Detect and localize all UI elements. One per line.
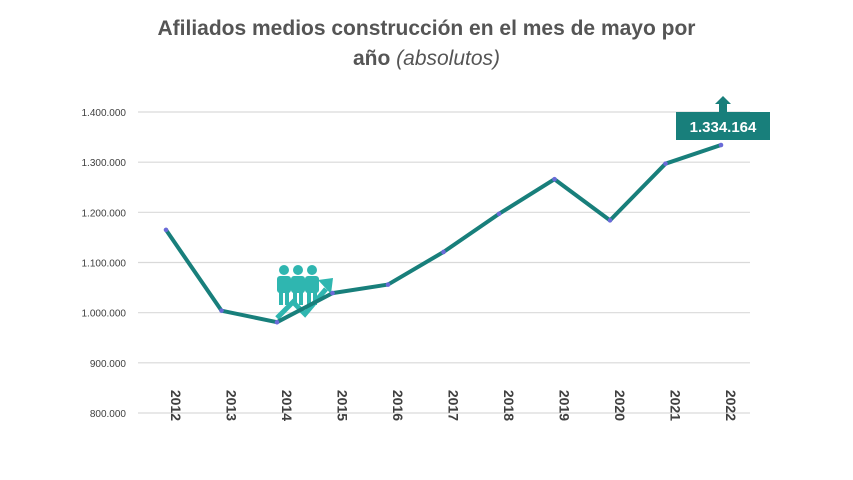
data-point-2016	[385, 282, 391, 287]
data-point-2012	[163, 227, 169, 233]
chart-title-year: año	[352, 47, 391, 70]
chart-title-line-1: Afiliados medios construcción en el mes …	[157, 17, 696, 40]
y-axis-tick-labels: 800.000 900.000 1.000.000 1.100.000 1.200.00…	[82, 108, 127, 420]
x-tick-label: 2020	[612, 390, 628, 421]
y-tick-label: 800.000	[90, 409, 127, 420]
x-tick-label: 2019	[557, 390, 573, 421]
series-line-path	[164, 143, 723, 325]
series-markers	[163, 142, 724, 325]
x-tick-label: 2016	[390, 390, 406, 421]
people-group-icon	[277, 265, 319, 305]
series-line	[164, 143, 723, 325]
data-point-2018	[496, 211, 502, 217]
callout-value-label: 1.334.164	[690, 119, 757, 136]
data-point-2021	[663, 161, 668, 166]
y-tick-label: 1.100.000	[82, 259, 127, 270]
y-tick-label: 900.000	[90, 359, 127, 370]
x-tick-label: 2021	[668, 390, 684, 421]
data-point-2020	[607, 218, 613, 223]
y-tick-label: 1.000.000	[82, 309, 127, 320]
x-tick-label: 2018	[501, 390, 517, 421]
y-tick-label: 1.400.000	[82, 108, 127, 119]
x-axis-tick-labels: 2012 2013 2014 2015 2016 2017 2018 2019 2020 2021…	[168, 390, 739, 421]
people-growth-illustration	[275, 265, 333, 320]
data-point-2022	[718, 142, 724, 148]
chart-title-line-2: año (absolutos)	[0, 44, 853, 74]
chart-subtitle: (absolutos)	[396, 47, 501, 70]
data-point-2013	[219, 308, 224, 313]
data-point-2019	[552, 176, 557, 182]
x-tick-label: 2022	[723, 390, 739, 421]
x-tick-label: 2017	[446, 390, 462, 421]
highlight-callout: 1.334.164	[676, 96, 770, 140]
data-point-2017	[441, 249, 446, 255]
x-tick-label: 2014	[279, 390, 295, 421]
x-tick-label: 2015	[335, 390, 351, 421]
y-tick-label: 1.300.000	[82, 158, 127, 169]
data-point-2014	[274, 319, 280, 325]
gridlines	[138, 111, 750, 414]
y-tick-label: 1.200.000	[82, 208, 127, 219]
x-tick-label: 2012	[168, 390, 184, 421]
callout-up-arrow-icon	[715, 96, 731, 112]
data-point-2015	[330, 290, 335, 296]
callout-box	[676, 112, 770, 140]
chart-title: Afiliados medios construcción en el mes …	[0, 14, 853, 74]
x-tick-label: 2013	[224, 390, 240, 421]
